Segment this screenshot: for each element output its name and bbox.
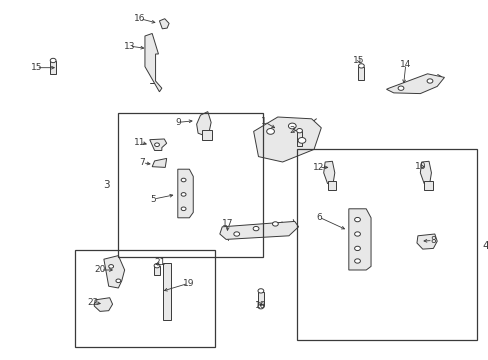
Polygon shape <box>323 161 334 184</box>
Polygon shape <box>253 117 321 162</box>
Bar <box>297 149 476 340</box>
Circle shape <box>358 64 364 68</box>
Bar <box>75 250 215 347</box>
Bar <box>258 292 263 305</box>
Circle shape <box>50 58 56 63</box>
Polygon shape <box>420 161 430 184</box>
Polygon shape <box>196 112 211 135</box>
Polygon shape <box>386 74 444 94</box>
Text: 5: 5 <box>150 195 156 204</box>
Circle shape <box>298 138 305 143</box>
Text: 9: 9 <box>175 118 180 127</box>
Bar <box>163 263 170 320</box>
Text: 10: 10 <box>414 162 425 171</box>
Circle shape <box>258 305 263 309</box>
Text: 6: 6 <box>315 212 321 222</box>
Text: 8: 8 <box>429 236 435 245</box>
Circle shape <box>181 207 185 211</box>
Circle shape <box>154 264 160 268</box>
Polygon shape <box>144 33 162 92</box>
Text: 18: 18 <box>255 301 266 310</box>
Polygon shape <box>94 298 112 311</box>
Polygon shape <box>416 234 436 249</box>
Circle shape <box>354 259 360 263</box>
Circle shape <box>181 193 185 196</box>
Circle shape <box>116 279 121 283</box>
Text: 4: 4 <box>481 240 488 251</box>
Circle shape <box>258 289 263 293</box>
Polygon shape <box>152 158 166 167</box>
Polygon shape <box>348 209 370 270</box>
Text: 1: 1 <box>261 117 266 126</box>
Text: 3: 3 <box>103 180 110 190</box>
Circle shape <box>288 123 296 129</box>
Bar <box>118 113 263 257</box>
Polygon shape <box>178 169 193 218</box>
Bar <box>202 130 211 140</box>
Circle shape <box>181 178 185 182</box>
Bar <box>423 181 432 190</box>
Text: 12: 12 <box>312 163 324 172</box>
Circle shape <box>266 129 274 134</box>
Bar <box>296 131 302 146</box>
Text: 11: 11 <box>134 138 145 147</box>
Polygon shape <box>159 19 169 29</box>
Text: 15: 15 <box>352 56 364 65</box>
Bar <box>358 67 364 80</box>
Circle shape <box>233 232 239 236</box>
Bar <box>327 181 336 190</box>
Text: 15: 15 <box>30 63 42 72</box>
Text: 19: 19 <box>183 279 194 288</box>
Polygon shape <box>220 221 298 239</box>
Circle shape <box>154 143 159 147</box>
Circle shape <box>108 265 113 268</box>
Circle shape <box>253 226 259 231</box>
Circle shape <box>296 129 302 133</box>
Text: 2: 2 <box>289 126 294 135</box>
Circle shape <box>354 217 360 222</box>
Circle shape <box>426 79 432 83</box>
Bar <box>153 266 160 275</box>
Polygon shape <box>103 256 124 288</box>
Text: 20: 20 <box>95 266 106 274</box>
Text: 22: 22 <box>87 298 98 307</box>
Circle shape <box>272 222 278 226</box>
Circle shape <box>397 86 403 90</box>
Text: 21: 21 <box>154 258 166 267</box>
Text: 14: 14 <box>399 60 411 69</box>
Polygon shape <box>149 139 166 150</box>
Circle shape <box>354 246 360 251</box>
Text: 13: 13 <box>123 42 135 51</box>
Circle shape <box>354 232 360 236</box>
Text: 7: 7 <box>140 158 145 167</box>
Bar <box>50 61 56 74</box>
Text: 16: 16 <box>134 14 145 23</box>
Text: 17: 17 <box>222 220 233 229</box>
